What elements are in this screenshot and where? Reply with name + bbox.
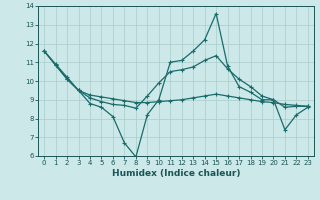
X-axis label: Humidex (Indice chaleur): Humidex (Indice chaleur) [112,169,240,178]
